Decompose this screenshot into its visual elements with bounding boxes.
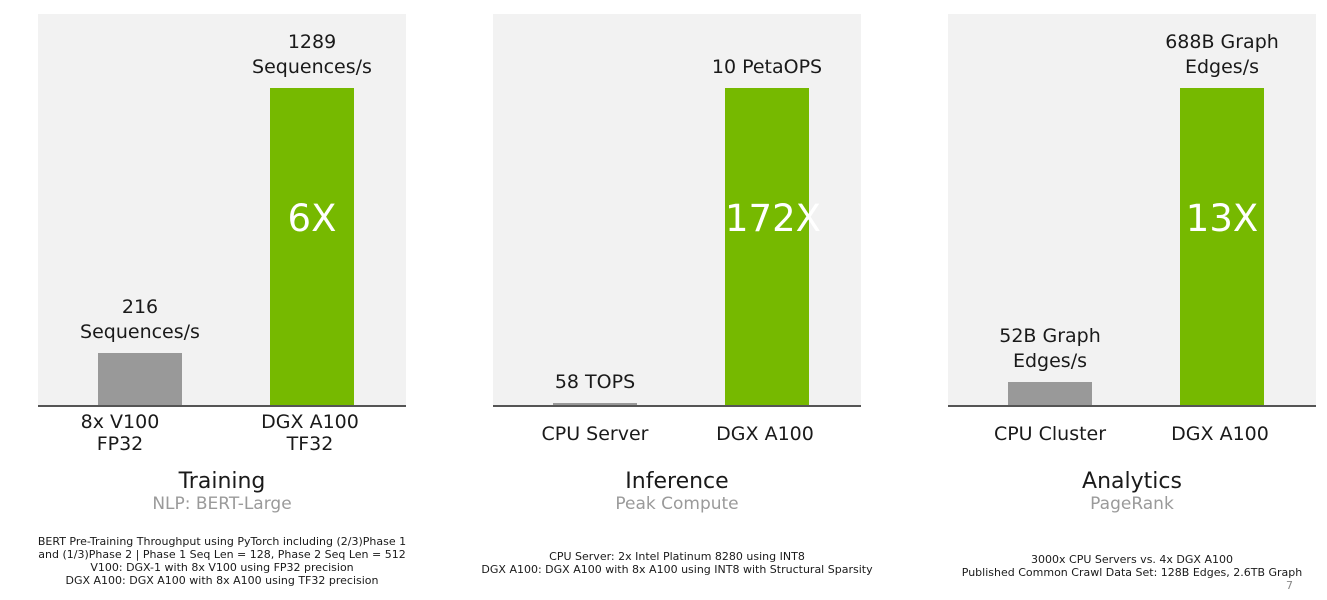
analytics-bar-cpu-cluster <box>1008 382 1092 406</box>
inference-chart-panel: 172X 58 TOPS 10 PetaOPS <box>493 14 861 406</box>
inference-category-dgx-a100: DGX A100 <box>716 423 814 445</box>
training-axis-baseline <box>38 405 406 407</box>
inference-axis-baseline <box>493 405 861 407</box>
inference-multiplier: 172X <box>725 197 821 240</box>
training-footnote: BERT Pre-Training Throughput using PyTor… <box>37 535 407 587</box>
analytics-category-dgx-a100: DGX A100 <box>1171 423 1269 445</box>
analytics-category-cpu-cluster: CPU Cluster <box>993 423 1107 445</box>
inference-title: Inference <box>625 469 729 494</box>
training-value-label-v100: 216 Sequences/s <box>80 296 200 343</box>
inference-footnote: CPU Server: 2x Intel Platinum 8280 using… <box>481 550 873 576</box>
training-title: Training <box>178 469 266 494</box>
analytics-multiplier: 13X <box>1185 197 1259 240</box>
training-bar-dgx-a100: 6X <box>270 88 354 406</box>
analytics-value-label-dgx-a100: 688B Graph Edges/s <box>1165 31 1279 78</box>
page-number: 7 <box>1286 579 1293 592</box>
analytics-subtitle: PageRank <box>1090 494 1174 514</box>
inference-bar-cpu-server <box>553 403 637 406</box>
training-subtitle: NLP: BERT-Large <box>152 494 292 514</box>
inference-value-label-dgx-a100: 10 PetaOPS <box>711 56 823 78</box>
analytics-chart-panel: 13X 52B Graph Edges/s 688B Graph Edges/s <box>948 14 1316 406</box>
analytics-title: Analytics <box>1082 469 1182 494</box>
training-value-label-dgx-a100: 1289 Sequences/s <box>252 31 372 78</box>
inference-subtitle: Peak Compute <box>615 494 739 514</box>
training-bar-v100 <box>98 353 182 406</box>
inference-value-label-cpu-server: 58 TOPS <box>554 371 636 393</box>
analytics-footnote: 3000x CPU Servers vs. 4x DGX A100 Publis… <box>961 553 1303 579</box>
analytics-bar-dgx-a100: 13X <box>1180 88 1264 406</box>
training-multiplier: 6X <box>287 197 337 240</box>
inference-category-cpu-server: CPU Server <box>541 423 649 445</box>
analytics-axis-baseline <box>948 405 1316 407</box>
training-chart-panel: 6X 216 Sequences/s 1289 Sequences/s <box>38 14 406 406</box>
training-category-v100: 8x V100 FP32 <box>80 411 160 455</box>
analytics-value-label-cpu-cluster: 52B Graph Edges/s <box>999 325 1101 372</box>
inference-bar-dgx-a100: 172X <box>725 88 821 406</box>
training-category-dgx-a100: DGX A100 TF32 <box>261 411 359 455</box>
